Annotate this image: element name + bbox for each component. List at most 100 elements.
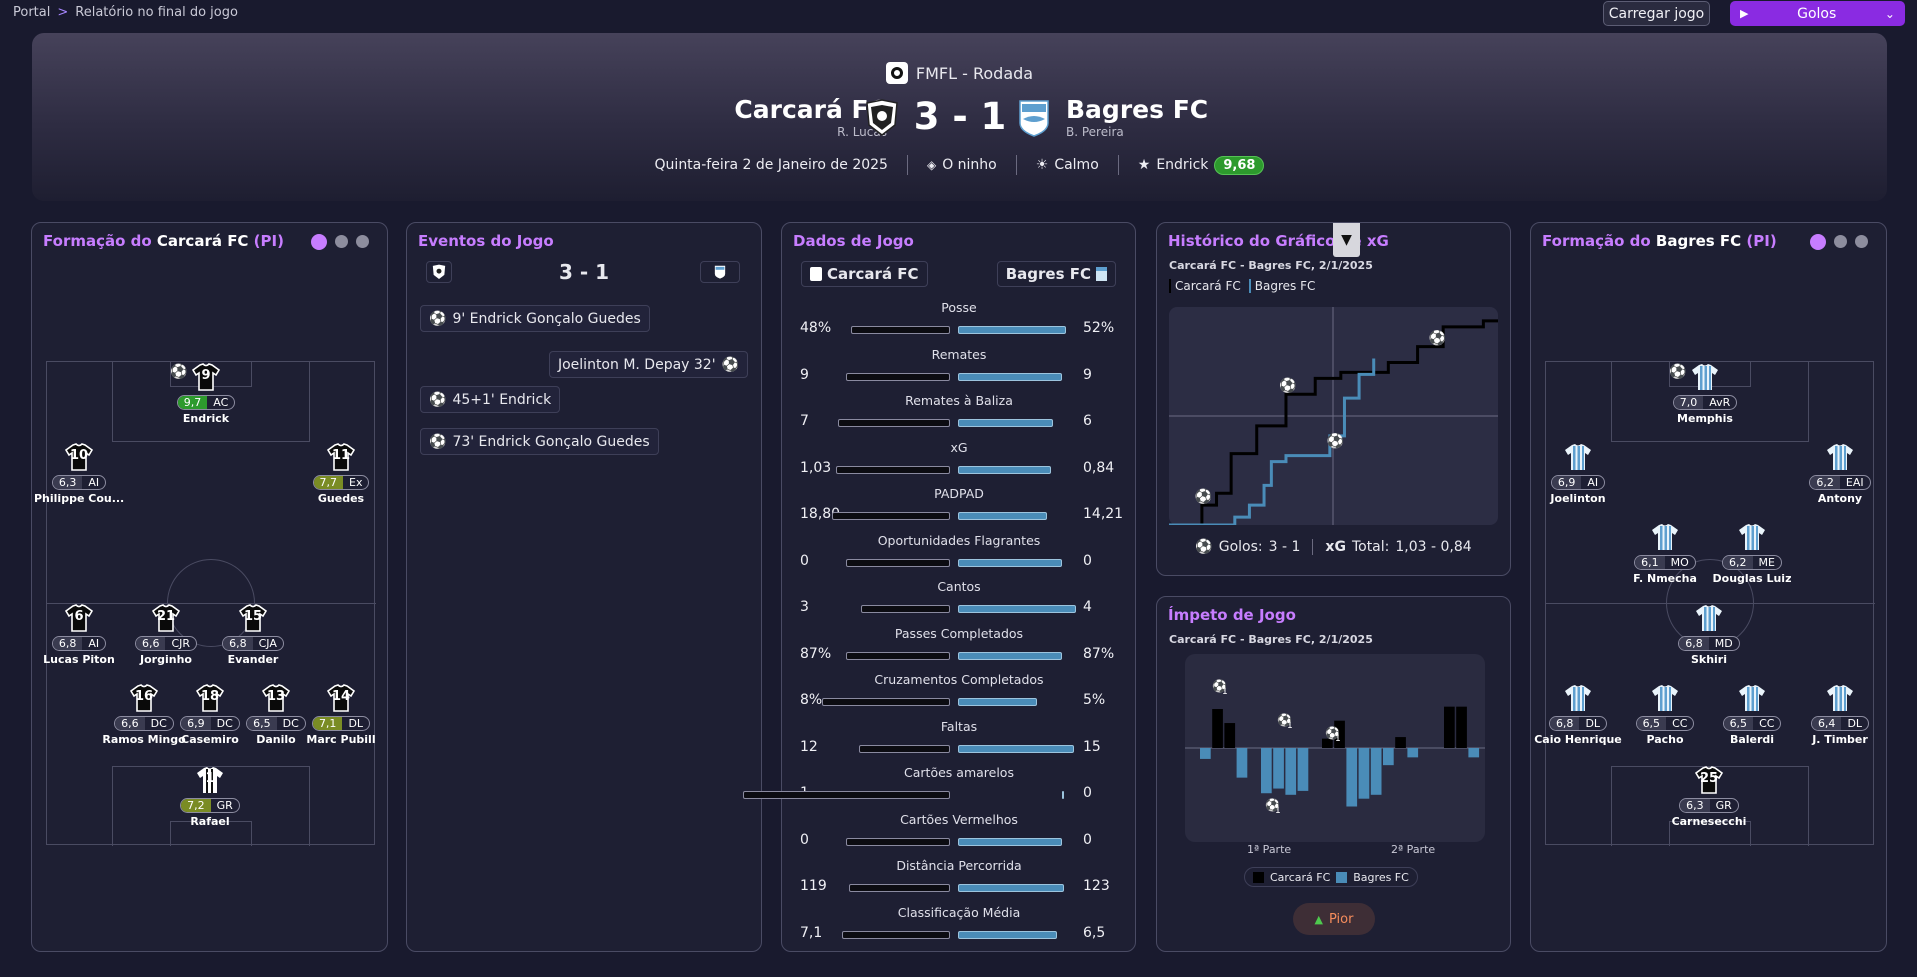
away-coach[interactable]: B. Pereira — [1066, 125, 1124, 139]
match-meta: Quinta-feira 2 de Janeiro de 2025 ◈ O nin… — [32, 155, 1887, 175]
away-team[interactable]: Bagres FC B. Pereira — [1066, 95, 1208, 139]
player-rafael[interactable]: 1 7,2 GR Rafael — [165, 766, 255, 828]
player-danilo[interactable]: 13 6,5 DC Danilo — [231, 684, 321, 746]
stat-label: Cartões Vermelhos — [900, 811, 1018, 827]
player-evander[interactable]: 15 6,8 CJA Evander — [208, 604, 298, 666]
home-team-name[interactable]: Carcará FC — [734, 95, 887, 124]
breadcrumb-root[interactable]: Portal — [13, 5, 51, 20]
player-ramos-mingo[interactable]: 16 6,6 DC Ramos Mingo — [99, 684, 189, 746]
pager-dots[interactable] — [1810, 234, 1868, 250]
player-rating: 6,6 — [135, 637, 166, 650]
player-name[interactable]: Marc Pubill — [306, 733, 376, 746]
player-rating: 7,0 — [1673, 396, 1704, 409]
pager-dot[interactable] — [335, 235, 348, 248]
player-f-nmecha[interactable]: 6,1 MO F. Nmecha — [1620, 523, 1710, 585]
player-caio-henrique[interactable]: 6,8 DL Caio Henrique — [1533, 684, 1623, 746]
stat-bar-away — [958, 651, 1062, 660]
player-pacho[interactable]: 6,5 CC Pacho — [1620, 684, 1710, 746]
player-name[interactable]: J. Timber — [1812, 733, 1868, 746]
player-name[interactable]: Joelinton — [1550, 492, 1606, 505]
legend-away: Bagres FC — [1248, 279, 1315, 293]
player-jorginho[interactable]: 21 6,6 CJR Jorginho — [121, 604, 211, 666]
player-name[interactable]: Evander — [227, 653, 279, 666]
pager-dot[interactable] — [311, 234, 327, 250]
player-of-match[interactable]: ★ Endrick 9,68 — [1138, 155, 1265, 175]
player-skhiri[interactable]: 6,8 MD Skhiri — [1664, 604, 1754, 666]
player-position: CC — [1672, 717, 1688, 730]
player-marc-pubill[interactable]: 14 7,1 DL Marc Pubill — [296, 684, 386, 746]
player-name[interactable]: Lucas Piton — [43, 653, 115, 666]
player-name[interactable]: Memphis — [1677, 412, 1733, 425]
worse-button[interactable]: ▲ Pior — [1293, 903, 1375, 935]
player-name[interactable]: Casemiro — [181, 733, 239, 746]
stat-bar-away — [958, 837, 1062, 846]
player-endrick[interactable]: 9 ⚽ 9,7 AC Endrick — [161, 363, 251, 425]
stat-away-value: 0 — [1083, 785, 1092, 801]
shirt-icon — [1738, 684, 1766, 712]
load-game-button[interactable]: Carregar jogo — [1603, 1, 1710, 26]
player-douglas-luiz[interactable]: 6,2 ME Douglas Luiz — [1707, 523, 1797, 585]
shirt-icon: 11 — [326, 443, 356, 471]
pager-dot[interactable] — [1810, 234, 1826, 250]
momentum-bar-home — [1456, 706, 1467, 748]
momentum-bar-home — [1334, 720, 1345, 748]
player-joelinton[interactable]: 6,9 AI Joelinton — [1533, 443, 1623, 505]
player-memphis[interactable]: ⚽ 7,0 AvR Memphis — [1660, 363, 1750, 425]
stat-bar-away — [958, 744, 1074, 753]
stats-away-team: Bagres FC — [996, 261, 1116, 287]
pager-dot[interactable] — [1834, 235, 1847, 248]
player-antony[interactable]: 6,2 EAI Antony — [1795, 443, 1885, 505]
player-name[interactable]: F. Nmecha — [1633, 572, 1697, 585]
event-row[interactable]: Joelinton M. Depay 32' ⚽ — [548, 351, 748, 378]
stat-away-value: 9 — [1083, 366, 1092, 383]
shirt-icon: 10 — [64, 443, 94, 471]
player-name[interactable]: Antony — [1817, 492, 1863, 505]
player-name[interactable]: Rafael — [190, 815, 230, 828]
player-name[interactable]: Ramos Mingo — [102, 733, 186, 746]
home-team[interactable]: Carcará FC R. Lucas — [734, 95, 887, 139]
player-balerdi[interactable]: 6,5 CC Balerdi — [1707, 684, 1797, 746]
player-j-timber[interactable]: 6,4 DL J. Timber — [1795, 684, 1885, 746]
player-name[interactable]: Pacho — [1646, 733, 1684, 746]
stat-bar-away — [958, 419, 1053, 427]
stat-home-value: 12 — [800, 738, 818, 755]
pager-dot[interactable] — [356, 235, 369, 248]
player-name[interactable]: Danilo — [256, 733, 296, 746]
player-rating: 9,7 — [177, 396, 208, 409]
motm-name[interactable]: Endrick — [1156, 157, 1209, 173]
pager-dots[interactable] — [311, 234, 369, 250]
player-carnesecchi[interactable]: 25 6,3 GR Carnesecchi — [1664, 766, 1754, 828]
stat-home-value: 8% — [800, 692, 823, 708]
away-team-name[interactable]: Bagres FC — [1066, 95, 1209, 124]
event-row[interactable]: ⚽ 45+1' Endrick — [420, 386, 561, 413]
player-philippe-cou-[interactable]: 10 6,3 AI Philippe Cou... — [34, 443, 124, 505]
dropdown-arrow-icon[interactable]: ▼ — [1333, 223, 1360, 257]
goals-dropdown[interactable]: ▶ Golos ⌄ — [1730, 1, 1905, 26]
player-position: AI — [1587, 476, 1599, 489]
pitch-line — [112, 766, 310, 846]
goal-count: 1 — [1287, 721, 1293, 731]
player-name[interactable]: Endrick — [182, 412, 230, 425]
player-lucas-piton[interactable]: 6 6,8 AI Lucas Piton — [34, 604, 124, 666]
player-name[interactable]: Guedes — [317, 492, 365, 505]
event-text: Joelinton M. Depay 32' — [557, 356, 716, 373]
player-name[interactable]: Philippe Cou... — [34, 492, 125, 505]
stat-bar-home — [838, 419, 950, 427]
player-name[interactable]: Balerdi — [1729, 733, 1775, 746]
rating-pill: 7,1 DL — [311, 716, 371, 731]
stat-label: xG — [950, 439, 968, 455]
player-name[interactable]: Caio Henrique — [1534, 733, 1622, 746]
stat-away-value: 0,84 — [1083, 459, 1115, 476]
event-row[interactable]: ⚽ 9' Endrick Gonçalo Guedes — [420, 305, 650, 332]
event-row[interactable]: ⚽ 73' Endrick Gonçalo Guedes — [420, 428, 659, 455]
player-guedes[interactable]: 11 7,7 Ex Guedes — [296, 443, 386, 505]
pager-dot[interactable] — [1855, 235, 1868, 248]
player-casemiro[interactable]: 18 6,9 DC Casemiro — [165, 684, 255, 746]
goal-marker: ⚽ — [1211, 679, 1227, 693]
xg-label: xG — [1325, 539, 1346, 555]
player-rating: 6,3 — [52, 476, 83, 489]
player-name[interactable]: Skhiri — [1690, 653, 1728, 666]
player-name[interactable]: Douglas Luiz — [1712, 572, 1792, 585]
player-name[interactable]: Jorginho — [140, 653, 192, 666]
player-name[interactable]: Carnesecchi — [1671, 815, 1747, 828]
